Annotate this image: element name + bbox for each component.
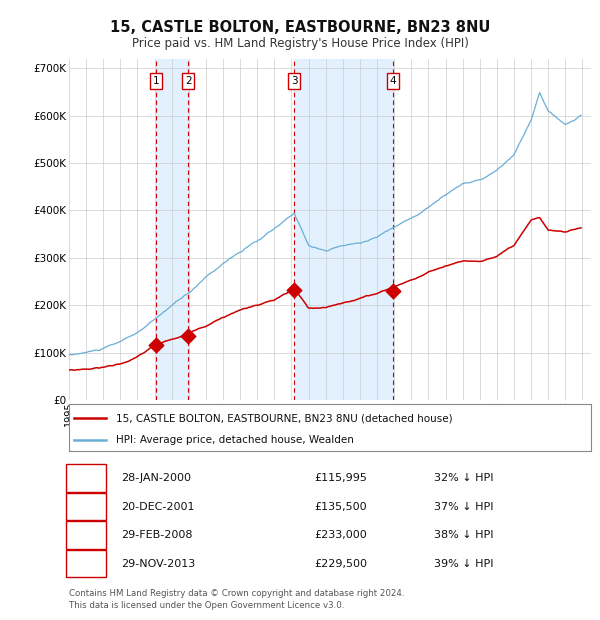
Text: 29-NOV-2013: 29-NOV-2013 bbox=[121, 559, 196, 569]
Point bbox=[289, 285, 299, 294]
Text: 2: 2 bbox=[185, 76, 191, 86]
Text: Price paid vs. HM Land Registry's House Price Index (HPI): Price paid vs. HM Land Registry's House … bbox=[131, 37, 469, 50]
Text: 28-JAN-2000: 28-JAN-2000 bbox=[121, 473, 191, 483]
Bar bbox=[156, 59, 188, 400]
Text: 15, CASTLE BOLTON, EASTBOURNE, BN23 8NU: 15, CASTLE BOLTON, EASTBOURNE, BN23 8NU bbox=[110, 20, 490, 35]
Text: 15, CASTLE BOLTON, EASTBOURNE, BN23 8NU (detached house): 15, CASTLE BOLTON, EASTBOURNE, BN23 8NU … bbox=[116, 414, 452, 423]
Text: Contains HM Land Registry data © Crown copyright and database right 2024.: Contains HM Land Registry data © Crown c… bbox=[69, 589, 404, 598]
Text: 32% ↓ HPI: 32% ↓ HPI bbox=[434, 473, 494, 483]
FancyBboxPatch shape bbox=[67, 493, 106, 520]
Text: This data is licensed under the Open Government Licence v3.0.: This data is licensed under the Open Gov… bbox=[69, 601, 344, 611]
Text: 20-DEC-2001: 20-DEC-2001 bbox=[121, 502, 194, 512]
Text: £233,000: £233,000 bbox=[314, 530, 367, 540]
Text: 4: 4 bbox=[389, 76, 396, 86]
Text: 3: 3 bbox=[291, 76, 298, 86]
Point bbox=[151, 340, 161, 350]
Bar bbox=[294, 59, 392, 400]
FancyBboxPatch shape bbox=[67, 464, 106, 492]
Point bbox=[388, 286, 397, 296]
Text: 1: 1 bbox=[152, 76, 159, 86]
Text: £229,500: £229,500 bbox=[314, 559, 367, 569]
Point bbox=[184, 330, 193, 340]
Text: 39% ↓ HPI: 39% ↓ HPI bbox=[434, 559, 494, 569]
Text: 1: 1 bbox=[83, 473, 90, 483]
Text: 38% ↓ HPI: 38% ↓ HPI bbox=[434, 530, 494, 540]
Text: 37% ↓ HPI: 37% ↓ HPI bbox=[434, 502, 494, 512]
FancyBboxPatch shape bbox=[67, 521, 106, 549]
Text: 29-FEB-2008: 29-FEB-2008 bbox=[121, 530, 193, 540]
Text: £135,500: £135,500 bbox=[314, 502, 367, 512]
Text: 3: 3 bbox=[83, 530, 90, 540]
Text: 4: 4 bbox=[83, 559, 90, 569]
Text: 2: 2 bbox=[83, 502, 90, 512]
Text: £115,995: £115,995 bbox=[314, 473, 367, 483]
Text: HPI: Average price, detached house, Wealden: HPI: Average price, detached house, Weal… bbox=[116, 435, 354, 445]
FancyBboxPatch shape bbox=[67, 550, 106, 577]
